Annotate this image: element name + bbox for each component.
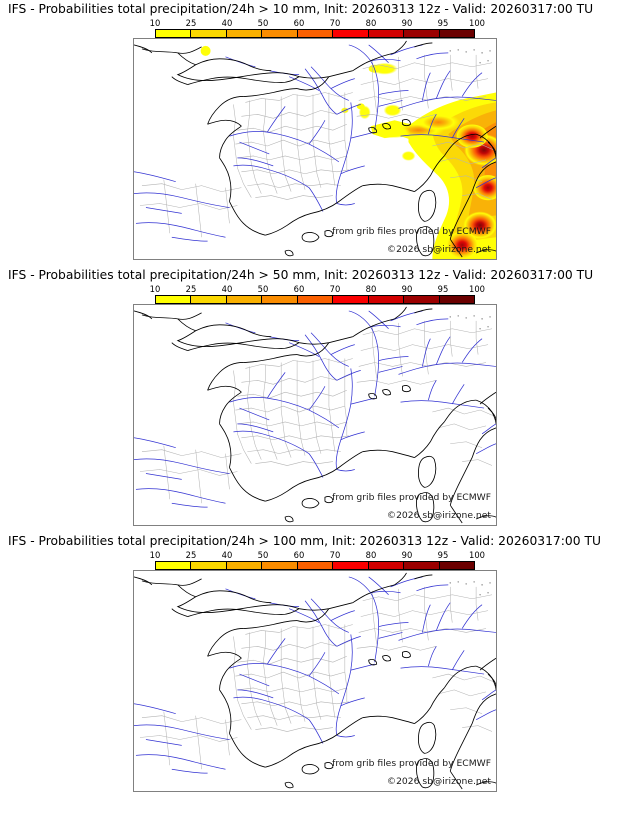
map-svg-50mm xyxy=(134,305,496,525)
colorbar-swatch xyxy=(226,562,263,569)
colorbar-tick: 25 xyxy=(185,550,197,560)
colorbar-swatch xyxy=(297,562,334,569)
colorbar-swatch xyxy=(297,296,334,303)
border-dots xyxy=(449,49,491,64)
map-canvas-10mm[interactable]: from grib files provided by ECMWF ©2026 … xyxy=(133,38,497,260)
colorbar-tick: 90 xyxy=(401,284,413,294)
colorbar-scale xyxy=(155,29,475,38)
coastlines xyxy=(134,40,496,258)
colorbar-tick: 10 xyxy=(149,550,161,560)
admin-borders xyxy=(139,54,495,238)
colorbar-tick: 90 xyxy=(401,18,413,28)
colorbar-tick: 95 xyxy=(437,284,449,294)
colorbar-swatch xyxy=(404,562,440,569)
colorbar-tick: 70 xyxy=(329,18,341,28)
colorbar-swatch xyxy=(226,296,263,303)
colorbar-swatch xyxy=(368,296,405,303)
colorbar-tick: 80 xyxy=(365,18,377,28)
colorbar-tick: 40 xyxy=(221,550,233,560)
colorbar-swatch xyxy=(262,30,298,37)
colorbar-tick: 60 xyxy=(293,550,305,560)
colorbar-50mm: 10 25 40 50 60 70 80 90 95 100 xyxy=(0,284,630,304)
colorbar-tick: 95 xyxy=(437,550,449,560)
colorbar-swatch xyxy=(226,30,263,37)
colorbar-tick: 95 xyxy=(437,18,449,28)
colorbar-swatch xyxy=(191,296,227,303)
colorbar-tick: 50 xyxy=(257,284,269,294)
panel-title-100mm: IFS - Probabilities total precipitation/… xyxy=(8,534,601,548)
colorbar-tick: 100 xyxy=(469,550,485,560)
rivers xyxy=(134,310,496,508)
colorbar-ticks: 10 25 40 50 60 70 80 90 95 100 xyxy=(0,18,630,29)
coastlines xyxy=(134,306,496,524)
colorbar-tick: 60 xyxy=(293,18,305,28)
colorbar-swatch xyxy=(156,562,192,569)
colorbar-swatch xyxy=(404,296,440,303)
colorbar-swatch xyxy=(262,562,298,569)
colorbar-tick: 50 xyxy=(257,18,269,28)
colorbar-tick: 60 xyxy=(293,284,305,294)
colorbar-swatch xyxy=(439,562,474,569)
colorbar-swatch xyxy=(297,30,334,37)
colorbar-swatch xyxy=(262,296,298,303)
colorbar-tick: 80 xyxy=(365,284,377,294)
border-dots xyxy=(449,581,491,596)
colorbar-ticks: 10 25 40 50 60 70 80 90 95 100 xyxy=(0,284,630,295)
colorbar-tick: 50 xyxy=(257,550,269,560)
colorbar-tick: 100 xyxy=(469,284,485,294)
colorbar-tick: 10 xyxy=(149,284,161,294)
panel-title-10mm: IFS - Probabilities total precipitation/… xyxy=(8,2,594,16)
map-svg-100mm xyxy=(134,571,496,791)
colorbar-tick: 10 xyxy=(149,18,161,28)
colorbar-tick: 80 xyxy=(365,550,377,560)
colorbar-swatch xyxy=(156,296,192,303)
colorbar-tick: 25 xyxy=(185,18,197,28)
colorbar-swatch xyxy=(368,562,405,569)
colorbar-tick: 70 xyxy=(329,284,341,294)
colorbar-swatch xyxy=(333,562,369,569)
border-dots xyxy=(449,315,491,330)
colorbar-tick: 40 xyxy=(221,18,233,28)
panel-50mm: IFS - Probabilities total precipitation/… xyxy=(0,266,630,526)
colorbar-swatch xyxy=(439,296,474,303)
panel-title-50mm: IFS - Probabilities total precipitation/… xyxy=(8,268,594,282)
colorbar-tick: 100 xyxy=(469,18,485,28)
colorbar-swatch xyxy=(368,30,405,37)
colorbar-tick: 70 xyxy=(329,550,341,560)
colorbar-swatch xyxy=(333,296,369,303)
map-canvas-100mm[interactable]: from grib files provided by ECMWF ©2026 … xyxy=(133,570,497,792)
colorbar-10mm: 10 25 40 50 60 70 80 90 95 100 xyxy=(0,18,630,38)
rivers xyxy=(134,576,496,774)
colorbar-tick: 40 xyxy=(221,284,233,294)
coastlines xyxy=(134,572,496,790)
panel-100mm: IFS - Probabilities total precipitation/… xyxy=(0,532,630,792)
map-canvas-50mm[interactable]: from grib files provided by ECMWF ©2026 … xyxy=(133,304,497,526)
colorbar-scale xyxy=(155,295,475,304)
colorbar-swatch xyxy=(439,30,474,37)
panel-10mm: IFS - Probabilities total precipitation/… xyxy=(0,0,630,260)
colorbar-tick: 25 xyxy=(185,284,197,294)
colorbar-swatch xyxy=(191,30,227,37)
colorbar-swatch xyxy=(156,30,192,37)
colorbar-swatch xyxy=(191,562,227,569)
colorbar-swatch xyxy=(333,30,369,37)
colorbar-100mm: 10 25 40 50 60 70 80 90 95 100 xyxy=(0,550,630,570)
colorbar-swatch xyxy=(404,30,440,37)
map-svg-10mm xyxy=(134,39,496,259)
colorbar-tick: 90 xyxy=(401,550,413,560)
colorbar-scale xyxy=(155,561,475,570)
colorbar-ticks: 10 25 40 50 60 70 80 90 95 100 xyxy=(0,550,630,561)
admin-borders xyxy=(139,320,495,504)
